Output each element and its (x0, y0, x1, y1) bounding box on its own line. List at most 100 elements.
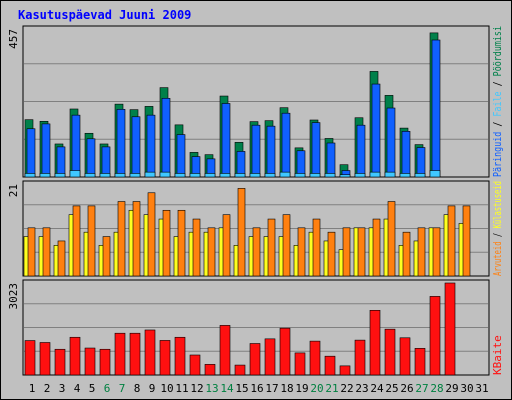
kbytes-bar-kbaite-day-18 (279, 327, 291, 376)
kbytes-bar-kbaite-day-1 (24, 340, 36, 376)
visits-bar-arvuteid-day-23 (357, 227, 366, 277)
day-label-19: 19 (295, 382, 308, 395)
hits-bar-pringuid-day-17 (266, 125, 276, 178)
day-label-3: 3 (59, 382, 66, 395)
legend-visits: Arvuteid / Külastuseid (491, 181, 504, 276)
day-label-6: 6 (104, 382, 111, 395)
hits-bar-faile-day-15 (234, 173, 246, 178)
visits-bar-arvuteid-day-3 (57, 240, 66, 277)
visits-bar-arvuteid-day-30 (462, 205, 471, 277)
hits-bar-faile-day-25 (384, 171, 396, 178)
hits-bar-faile-day-18 (279, 171, 291, 178)
legend-entry-1-0: Arvuteid (491, 241, 504, 276)
day-label-28: 28 (430, 382, 443, 395)
hits-bar-pringuid-day-6 (101, 146, 111, 178)
visits-bar-arvuteid-day-7 (117, 201, 126, 277)
day-label-26: 26 (400, 382, 413, 395)
day-label-5: 5 (89, 382, 96, 395)
hits-bar-pringuid-day-3 (56, 146, 66, 178)
kbytes-bar-kbaite-day-28 (429, 296, 441, 376)
hits-bar-pringuid-day-27 (416, 147, 426, 178)
kbytes-bar-kbaite-day-13 (204, 364, 216, 376)
hits-bar-faile-day-28 (429, 170, 441, 178)
kbytes-ymax-label: 3023 (7, 283, 20, 310)
day-label-21: 21 (325, 382, 338, 395)
day-label-30: 30 (460, 382, 473, 395)
day-label-31: 31 (475, 382, 488, 395)
visits-bar-arvuteid-day-11 (177, 209, 186, 277)
hits-bar-faile-day-13 (204, 173, 216, 178)
hits-bar-faile-day-24 (369, 171, 381, 178)
hits-bar-faile-day-26 (399, 173, 411, 178)
hits-panel: 457 (7, 25, 490, 178)
hits-bar-pringuid-day-4 (71, 114, 81, 178)
visits-ymax-label: 21 (7, 184, 20, 197)
legend-kbytes: KBaite (491, 335, 504, 375)
hits-bar-faile-day-2 (39, 173, 51, 178)
hits-bar-faile-day-11 (174, 173, 186, 178)
visits-bar-arvuteid-day-10 (162, 209, 171, 277)
hits-bar-faile-day-23 (354, 173, 366, 178)
hits-bar-faile-day-14 (219, 173, 231, 178)
hits-bar-faile-day-7 (114, 173, 126, 178)
day-label-22: 22 (340, 382, 353, 395)
visits-bar-arvuteid-day-17 (267, 218, 276, 277)
day-label-13: 13 (205, 382, 218, 395)
day-label-17: 17 (265, 382, 278, 395)
day-label-9: 9 (149, 382, 156, 395)
hits-bar-faile-day-1 (24, 173, 36, 178)
hits-bar-faile-day-10 (159, 171, 171, 178)
kbytes-bar-kbaite-day-10 (159, 340, 171, 376)
hits-bar-pringuid-day-20 (311, 122, 321, 178)
visits-bar-arvuteid-day-26 (402, 231, 411, 277)
hits-ymax-label: 457 (7, 29, 20, 49)
day-label-15: 15 (235, 382, 248, 395)
visits-bar-arvuteid-day-8 (132, 201, 141, 277)
kbytes-bar-kbaite-day-14 (219, 325, 231, 376)
day-label-29: 29 (445, 382, 458, 395)
visits-bar-arvuteid-day-4 (72, 205, 81, 277)
day-label-25: 25 (385, 382, 398, 395)
hits-bar-pringuid-day-1 (26, 128, 36, 178)
kbytes-bar-kbaite-day-25 (384, 328, 396, 376)
kbytes-bar-kbaite-day-15 (234, 364, 246, 376)
visits-bar-arvuteid-day-19 (297, 227, 306, 277)
legend-entry-0-4: Pöördumisi (491, 26, 504, 76)
legend-entry-0-0: Päringuid (491, 132, 504, 177)
panels: 457 21 3023 (7, 25, 490, 376)
hits-bar-faile-day-22 (339, 174, 351, 178)
visits-bar-arvuteid-day-25 (387, 201, 396, 277)
visits-bar-arvuteid-day-9 (147, 192, 156, 277)
kbytes-bar-kbaite-day-27 (414, 348, 426, 376)
kbytes-bar-kbaite-day-12 (189, 354, 201, 376)
day-label-10: 10 (160, 382, 173, 395)
kbytes-bar-kbaite-day-4 (69, 336, 81, 376)
legend-entry-0-1: / (491, 117, 504, 132)
hits-bar-pringuid-day-23 (356, 124, 366, 178)
hits-bar-pringuid-day-8 (131, 116, 141, 178)
kbytes-bar-kbaite-day-21 (324, 355, 336, 376)
legend-entry-2-0: KBaite (491, 335, 504, 375)
day-label-1: 1 (29, 382, 36, 395)
kbytes-bar-kbaite-day-7 (114, 332, 126, 376)
legend-hits: Päringuid / Faile / Pöördumisi (491, 26, 504, 177)
visits-bar-arvuteid-day-20 (312, 218, 321, 277)
hits-bar-pringuid-day-10 (161, 98, 171, 178)
kbytes-panel: 3023 (7, 279, 490, 376)
hits-bar-faile-day-9 (144, 171, 156, 178)
hits-bar-faile-day-17 (264, 173, 276, 178)
visits-bar-arvuteid-day-13 (207, 227, 216, 277)
hits-bar-pringuid-day-26 (401, 131, 411, 178)
day-label-23: 23 (355, 382, 368, 395)
day-label-20: 20 (310, 382, 323, 395)
visits-bar-arvuteid-day-29 (447, 205, 456, 277)
hits-bar-faile-day-19 (294, 173, 306, 178)
day-label-4: 4 (74, 382, 81, 395)
hits-bar-pringuid-day-9 (146, 114, 156, 178)
day-label-27: 27 (415, 382, 428, 395)
day-label-7: 7 (119, 382, 126, 395)
hits-bar-pringuid-day-11 (176, 134, 186, 178)
hits-bar-pringuid-day-14 (221, 103, 231, 178)
